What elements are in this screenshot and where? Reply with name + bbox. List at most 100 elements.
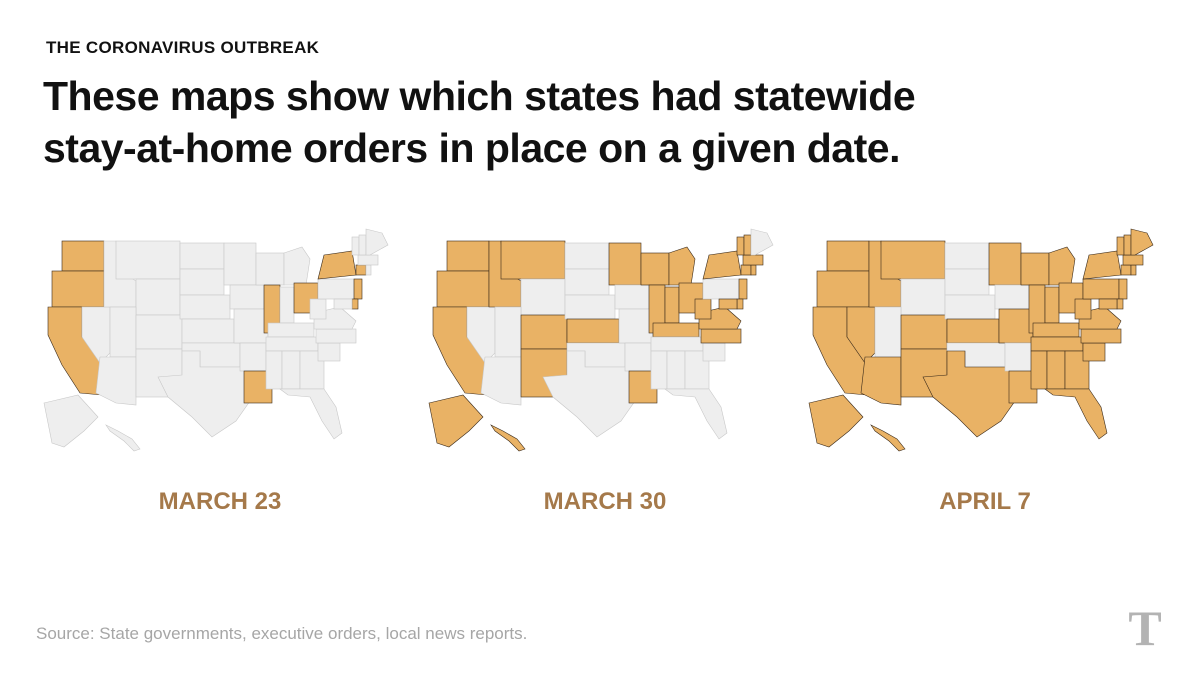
state-ks-order bbox=[566, 318, 620, 344]
date-label-april-7: APRIL 7 bbox=[939, 488, 1031, 515]
state-nj-order bbox=[353, 278, 363, 300]
state-ak-no-order bbox=[43, 394, 99, 448]
state-ky-order bbox=[1032, 322, 1080, 338]
state-al-no-order bbox=[281, 350, 301, 390]
state-ia-no-order bbox=[229, 284, 265, 310]
state-ar-no-order bbox=[1004, 342, 1032, 372]
state-ny-order bbox=[1082, 250, 1122, 280]
state-wi-no-order bbox=[255, 252, 285, 286]
state-mn-no-order bbox=[223, 242, 257, 286]
state-co-order bbox=[900, 314, 948, 350]
state-vt-no-order bbox=[351, 236, 360, 256]
state-hi-order bbox=[490, 424, 526, 452]
state-mo-order bbox=[998, 308, 1034, 344]
state-wa-order bbox=[826, 240, 870, 272]
state-nc-no-order bbox=[315, 328, 357, 344]
state-az-order bbox=[860, 356, 902, 406]
map-march-30 bbox=[425, 225, 785, 465]
state-tx-no-order bbox=[542, 350, 636, 438]
us-states-map bbox=[808, 228, 1154, 452]
state-ms-no-order bbox=[265, 350, 283, 390]
state-wy-no-order bbox=[520, 278, 566, 316]
state-pa-no-order bbox=[317, 278, 355, 300]
state-ky-order bbox=[652, 322, 700, 338]
state-me-order bbox=[1130, 228, 1154, 256]
state-pa-no-order bbox=[702, 278, 740, 300]
state-co-no-order bbox=[135, 314, 183, 350]
state-al-order bbox=[1046, 350, 1066, 390]
map-march-23 bbox=[40, 225, 400, 465]
state-wv-no-order bbox=[309, 298, 327, 320]
state-ut-no-order bbox=[874, 306, 902, 358]
kicker: THE CORONAVIRUS OUTBREAK bbox=[46, 38, 320, 57]
state-fl-no-order bbox=[664, 388, 728, 440]
state-wy-no-order bbox=[900, 278, 946, 316]
state-vt-order bbox=[736, 236, 745, 256]
state-ct-order bbox=[355, 264, 367, 276]
state-wy-no-order bbox=[135, 278, 181, 316]
state-nj-order bbox=[1118, 278, 1128, 300]
state-ky-no-order bbox=[267, 322, 315, 338]
state-mi-order bbox=[1048, 246, 1076, 286]
state-mt-order bbox=[880, 240, 946, 280]
state-nh-order bbox=[1123, 234, 1132, 256]
state-wi-order bbox=[640, 252, 670, 286]
state-ia-no-order bbox=[614, 284, 650, 310]
state-me-no-order bbox=[750, 228, 774, 256]
state-nd-no-order bbox=[179, 242, 225, 270]
state-nc-order bbox=[700, 328, 742, 344]
state-mi-no-order bbox=[283, 246, 311, 286]
state-nc-order bbox=[1080, 328, 1122, 344]
state-wa-order bbox=[446, 240, 490, 272]
state-ma-order bbox=[742, 254, 764, 266]
state-or-order bbox=[816, 270, 870, 308]
state-tx-no-order bbox=[157, 350, 251, 438]
map-april-7 bbox=[805, 225, 1165, 465]
state-nh-no-order bbox=[358, 234, 367, 256]
state-az-no-order bbox=[480, 356, 522, 406]
state-ar-no-order bbox=[624, 342, 652, 372]
state-sd-no-order bbox=[564, 268, 610, 296]
state-ny-order bbox=[317, 250, 357, 280]
state-ak-order bbox=[428, 394, 484, 448]
state-md-no-order bbox=[333, 298, 353, 310]
state-ri-order bbox=[1130, 264, 1137, 276]
state-nj-order bbox=[738, 278, 748, 300]
state-tn-no-order bbox=[265, 336, 319, 352]
source-note: Source: State governments, executive ord… bbox=[36, 624, 528, 643]
state-ms-no-order bbox=[650, 350, 668, 390]
state-ne-no-order bbox=[179, 294, 231, 320]
state-wv-order bbox=[1074, 298, 1092, 320]
state-ne-no-order bbox=[944, 294, 996, 320]
state-ma-no-order bbox=[357, 254, 379, 266]
state-nd-no-order bbox=[564, 242, 610, 270]
state-md-order bbox=[1098, 298, 1118, 310]
state-fl-order bbox=[1044, 388, 1108, 440]
date-label-march-30: MARCH 30 bbox=[543, 488, 667, 515]
headline: These maps show which states had statewi… bbox=[43, 73, 916, 171]
state-mn-order bbox=[608, 242, 642, 286]
state-mn-order bbox=[988, 242, 1022, 286]
state-ne-no-order bbox=[564, 294, 616, 320]
state-tx-order bbox=[922, 350, 1016, 438]
state-de-order bbox=[736, 298, 744, 310]
state-mt-no-order bbox=[115, 240, 181, 280]
state-ct-order bbox=[1120, 264, 1132, 276]
state-or-order bbox=[436, 270, 490, 308]
state-sd-no-order bbox=[944, 268, 990, 296]
state-vt-order bbox=[1116, 236, 1125, 256]
state-sc-no-order bbox=[702, 342, 726, 362]
state-ct-order bbox=[740, 264, 752, 276]
state-ri-no-order bbox=[365, 264, 372, 276]
state-ma-order bbox=[1122, 254, 1144, 266]
state-ut-no-order bbox=[494, 306, 522, 358]
state-sc-order bbox=[1082, 342, 1106, 362]
state-mo-no-order bbox=[233, 308, 269, 344]
state-ia-no-order bbox=[994, 284, 1030, 310]
state-ak-order bbox=[808, 394, 864, 448]
state-hi-no-order bbox=[105, 424, 141, 452]
state-ar-no-order bbox=[239, 342, 267, 372]
state-in-order bbox=[1044, 286, 1060, 324]
date-label-march-23: MARCH 23 bbox=[158, 488, 282, 515]
state-pa-order bbox=[1082, 278, 1120, 300]
